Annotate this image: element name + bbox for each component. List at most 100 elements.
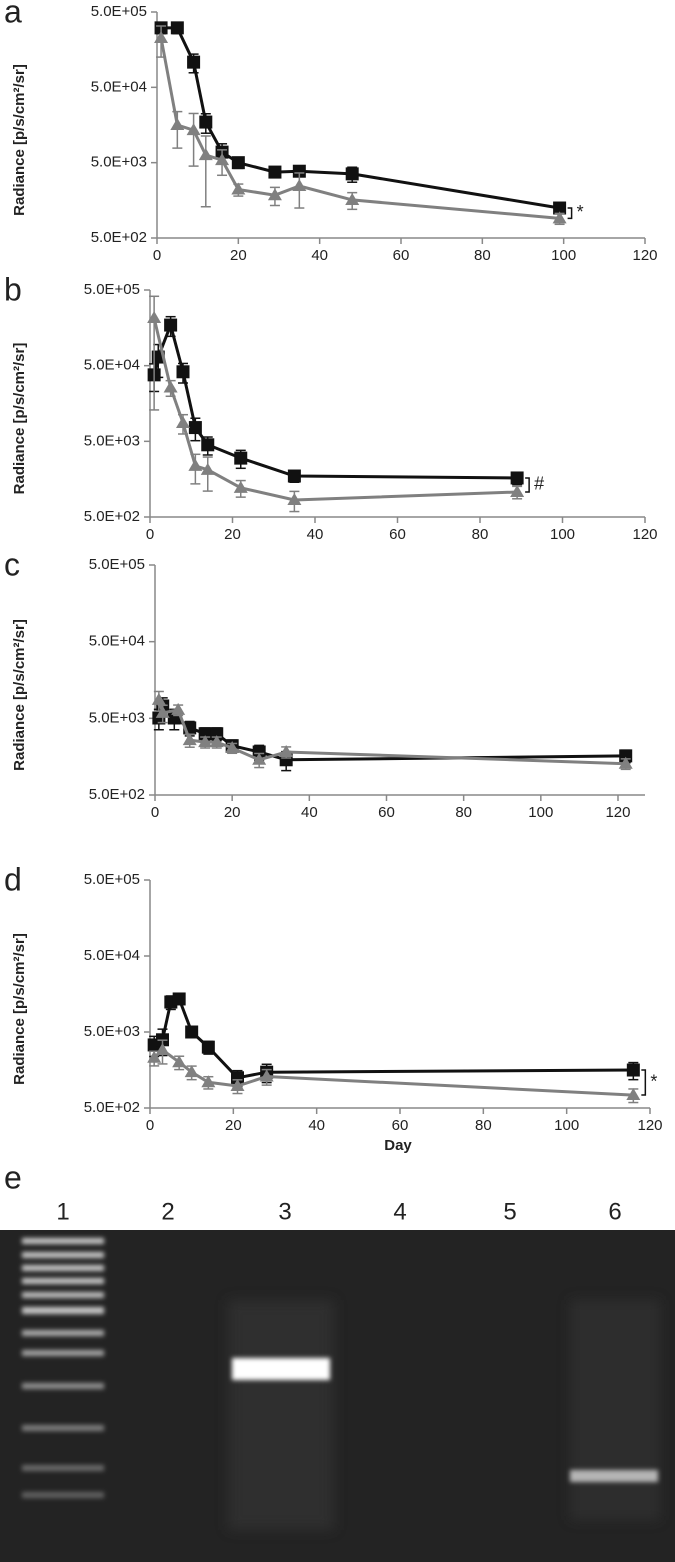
chart: 5.0E+02 5.0E+03 5.0E+04 5.0E+05 0 20 40 60 80 100… bbox=[4, 546, 645, 821]
y-tick-label: 5.0E+03 bbox=[84, 432, 140, 449]
point bbox=[170, 118, 185, 131]
point bbox=[185, 1025, 199, 1039]
y-tick-label: 5.0E+04 bbox=[84, 357, 140, 374]
x-tick-label: 60 bbox=[378, 804, 395, 821]
x-tick-label: 20 bbox=[224, 804, 241, 821]
y-tick-label: 5.0E+03 bbox=[84, 1023, 140, 1040]
y-tick-label: 5.0E+02 bbox=[91, 229, 147, 246]
y-tick-label: 5.0E+02 bbox=[84, 1099, 140, 1116]
point bbox=[199, 115, 213, 129]
point bbox=[287, 469, 301, 483]
x-tick-label: 80 bbox=[475, 1117, 492, 1134]
x-tick-label: 120 bbox=[605, 804, 630, 821]
point bbox=[172, 1055, 187, 1068]
x-tick-label: 40 bbox=[301, 804, 318, 821]
point bbox=[292, 179, 307, 192]
point bbox=[259, 1069, 274, 1082]
series-line bbox=[157, 699, 626, 766]
charts: 5.0E+025.0E+035.0E+045.0E+050 20 40 60 80 100… bbox=[4, 0, 663, 1154]
point bbox=[252, 745, 266, 759]
point bbox=[234, 451, 248, 465]
point bbox=[225, 741, 240, 754]
x-tick-label: 40 bbox=[307, 526, 324, 543]
y-tick-label: 5.0E+05 bbox=[84, 281, 140, 298]
point bbox=[188, 458, 203, 471]
point bbox=[170, 21, 184, 35]
x-tick-label: 100 bbox=[554, 1117, 579, 1134]
x-tick-label: 0 bbox=[153, 247, 161, 264]
x-tick-label: 120 bbox=[632, 247, 657, 264]
point bbox=[626, 1088, 641, 1101]
point bbox=[201, 1040, 215, 1054]
point bbox=[626, 1063, 640, 1077]
point bbox=[198, 148, 213, 161]
x-tick-label: 40 bbox=[311, 247, 328, 264]
point bbox=[267, 188, 282, 201]
y-axis-label: Radiance [p/s/cm²/sr] bbox=[11, 619, 28, 771]
point bbox=[154, 30, 169, 43]
point bbox=[510, 471, 524, 485]
point bbox=[182, 733, 197, 746]
series-line bbox=[152, 317, 518, 502]
point bbox=[147, 1050, 162, 1063]
lane-label: 5 bbox=[503, 1198, 516, 1225]
chart: 5.0E+02 5.0E+03 5.0E+04 5.0E+05 0 20 40 60 80 100… bbox=[4, 0, 658, 264]
chart: 5.0E+02 5.0E+03 5.0E+04 5.0E+05 0 20 40 60 80 100… bbox=[4, 271, 658, 543]
point bbox=[176, 415, 190, 428]
point bbox=[231, 156, 245, 170]
point bbox=[268, 165, 282, 179]
point bbox=[618, 756, 633, 769]
x-tick-label: 20 bbox=[230, 247, 247, 264]
point bbox=[510, 484, 525, 497]
x-tick-label: 20 bbox=[225, 1117, 242, 1134]
point bbox=[345, 192, 360, 205]
point bbox=[279, 744, 294, 757]
band bbox=[570, 1470, 658, 1482]
lane-label: 4 bbox=[393, 1198, 406, 1225]
series-line bbox=[159, 37, 560, 220]
bracket bbox=[567, 207, 573, 220]
chart: 5.0E+02 5.0E+03 5.0E+04 5.0E+05 0 20 40 60 80 100… bbox=[4, 861, 663, 1154]
point bbox=[172, 992, 186, 1006]
point bbox=[215, 153, 230, 166]
y-tick-label: 5.0E+04 bbox=[89, 633, 145, 650]
panel-label: a bbox=[4, 0, 22, 29]
bracket bbox=[525, 477, 530, 493]
point bbox=[231, 182, 246, 195]
panel-label: d bbox=[4, 861, 22, 897]
lane-label: 2 bbox=[161, 1198, 174, 1225]
point bbox=[230, 1078, 245, 1091]
x-tick-label: 100 bbox=[551, 247, 576, 264]
y-tick-label: 5.0E+03 bbox=[89, 709, 145, 726]
point bbox=[200, 462, 215, 475]
x-tick-label: 100 bbox=[528, 804, 553, 821]
y-tick-label: 5.0E+05 bbox=[89, 556, 145, 573]
point bbox=[231, 1071, 244, 1085]
point bbox=[198, 735, 213, 748]
point bbox=[171, 702, 186, 715]
x-tick-label: 80 bbox=[472, 526, 489, 543]
lane-label: 6 bbox=[608, 1198, 621, 1225]
panel-label: b bbox=[4, 271, 22, 307]
point bbox=[155, 705, 170, 718]
x-tick-label: 0 bbox=[146, 526, 154, 543]
point bbox=[209, 735, 224, 748]
annotation: * bbox=[577, 202, 584, 222]
point bbox=[147, 311, 162, 324]
x-axis-label: Day bbox=[384, 1137, 412, 1154]
y-tick-label: 5.0E+03 bbox=[91, 154, 147, 171]
point bbox=[233, 480, 248, 493]
point bbox=[188, 421, 202, 435]
x-tick-label: 120 bbox=[632, 526, 657, 543]
x-tick-label: 60 bbox=[389, 526, 406, 543]
y-axis-label: Radiance [p/s/cm²/sr] bbox=[11, 343, 28, 495]
x-tick-label: 80 bbox=[474, 247, 491, 264]
y-axis-label: Radiance [p/s/cm²/sr] bbox=[11, 933, 28, 1085]
annotation: # bbox=[534, 474, 544, 494]
y-tick-label: 5.0E+04 bbox=[91, 78, 147, 95]
point bbox=[176, 365, 190, 379]
y-tick-label: 5.0E+05 bbox=[91, 3, 147, 20]
point bbox=[553, 201, 567, 215]
gel-image bbox=[0, 1230, 675, 1562]
